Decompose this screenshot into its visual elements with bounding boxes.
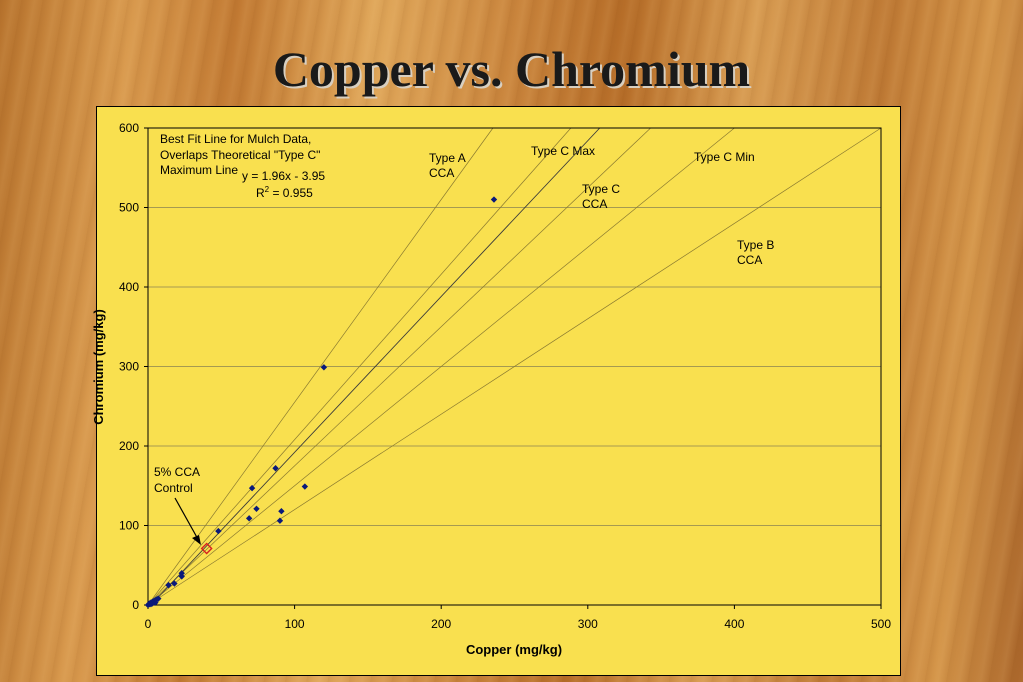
- fit-equation: y = 1.96x - 3.95: [242, 169, 325, 183]
- fit-r-squared: R2 = 0.955: [256, 185, 313, 200]
- x-tick-label: 0: [145, 617, 152, 631]
- fit-description-line-2: Overlaps Theoretical "Type C": [160, 148, 320, 162]
- data-point: [165, 581, 172, 589]
- reference-lines: Type A CCA Type C Max Type C CCA Type C Min Ty…: [147, 127, 882, 606]
- reference-line: [147, 127, 494, 606]
- data-point: [276, 517, 284, 524]
- reference-line-label: Type C Max: [531, 144, 595, 158]
- control-point: [200, 542, 213, 555]
- y-tick-label: 200: [119, 439, 139, 453]
- x-tick-label: 200: [431, 617, 451, 631]
- control-label-line-1: 5% CCA: [154, 465, 200, 479]
- slide-title: Copper vs. Chromium: [272, 41, 751, 97]
- x-tick-label: 300: [578, 617, 598, 631]
- data-point: [253, 505, 260, 513]
- data-points: [144, 196, 498, 609]
- control-arrowhead: [192, 535, 201, 545]
- data-point: [278, 507, 285, 515]
- y-tick-label: 600: [119, 121, 139, 135]
- fit-description-line-1: Best Fit Line for Mulch Data,: [160, 132, 311, 146]
- reference-line-label: Type C CCA: [582, 182, 620, 211]
- data-point: [272, 465, 279, 472]
- data-point: [171, 580, 178, 587]
- control-label-line-2: Control: [154, 481, 193, 495]
- best-fit-line: [150, 127, 601, 606]
- reference-line: [147, 127, 882, 606]
- data-point: [301, 483, 309, 490]
- y-axis-label: Chromium (mg/kg): [91, 309, 106, 425]
- y-tick-label: 0: [132, 598, 139, 612]
- y-tick-label: 400: [119, 280, 139, 294]
- x-tick-label: 500: [871, 617, 891, 631]
- fit-description-line-3: Maximum Line: [160, 163, 238, 177]
- data-point: [178, 570, 185, 577]
- control-arrow: [174, 497, 200, 542]
- data-point: [155, 595, 162, 602]
- reference-line: [147, 127, 735, 606]
- data-point: [245, 515, 253, 522]
- y-axis-ticks: 0 100 200 300 400 500 600: [119, 121, 148, 612]
- y-tick-label: 100: [119, 519, 139, 533]
- annotations: Best Fit Line for Mulch Data, Overlaps T…: [154, 132, 325, 545]
- data-point: [248, 484, 256, 492]
- reference-line-label: Type B CCA: [737, 238, 774, 267]
- reference-line: [147, 127, 572, 606]
- y-tick-label: 500: [119, 201, 139, 215]
- chart-panel: [96, 106, 901, 676]
- x-axis-label: Copper (mg/kg): [466, 642, 562, 657]
- y-tick-label: 300: [119, 360, 139, 374]
- x-axis-ticks: 0 100 200 300 400 500: [145, 605, 891, 631]
- data-point: [215, 527, 222, 535]
- data-point: [320, 364, 328, 371]
- x-tick-label: 100: [285, 617, 305, 631]
- x-tick-label: 400: [724, 617, 744, 631]
- reference-line: [147, 127, 651, 606]
- reference-line-label: Type C Min: [694, 150, 755, 164]
- reference-line-label: Type A CCA: [429, 151, 466, 180]
- data-point: [490, 196, 498, 203]
